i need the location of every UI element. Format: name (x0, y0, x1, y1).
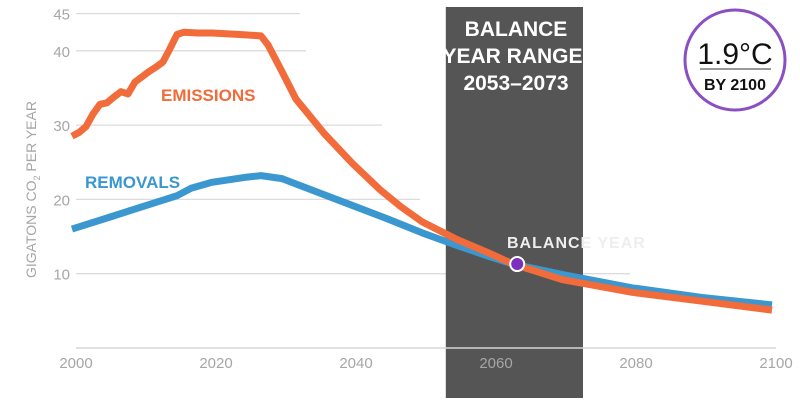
x-tick-label: 2000 (59, 355, 92, 372)
range-label-line-1: BALANCE (465, 18, 568, 41)
y-tick-labels: 10 20 30 40 45 (53, 7, 70, 284)
range-label-line-2: YEAR RANGE: (442, 45, 589, 68)
y-tick-label: 30 (53, 118, 70, 135)
x-tick-labels: 2000 2020 2040 2060 2080 2100 (59, 355, 792, 372)
y-tick-label: 20 (53, 192, 70, 209)
balance-year-point (509, 256, 526, 273)
removals-line (70, 172, 773, 309)
x-tick-label: 2060 (479, 355, 512, 372)
y-axis-label: GIGATONS CO2 PER YEAR (23, 101, 42, 278)
badge-value: 1.9°C (697, 38, 772, 71)
x-tick-label: 2100 (759, 355, 792, 372)
y-tick-label: 45 (53, 7, 70, 24)
x-tick-label: 2040 (339, 355, 372, 372)
badge-sub: BY 2100 (704, 77, 766, 94)
y-tick-label: 40 (53, 44, 70, 61)
emissions-line (70, 28, 773, 314)
x-tick-label: 2020 (199, 355, 232, 372)
x-tick-label: 2080 (619, 355, 652, 372)
y-tick-label: 10 (53, 267, 70, 284)
balance-year-label: BALANCE YEAR (507, 235, 646, 252)
removals-label: REMOVALS (85, 173, 180, 192)
emissions-label: EMISSIONS (161, 86, 255, 105)
balance-range-shade (445, 7, 583, 398)
range-label-line-3: 2053–2073 (463, 72, 568, 95)
temperature-badge: 1.9°C BY 2100 (683, 8, 787, 112)
series-lines (70, 28, 773, 314)
